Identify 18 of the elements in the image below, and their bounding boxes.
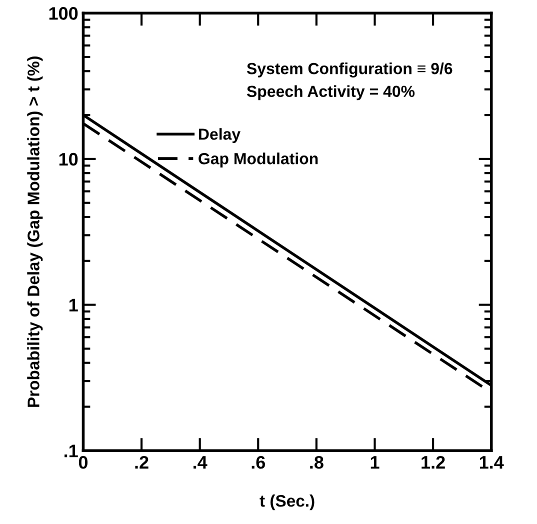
y-tick-label: 1	[69, 298, 78, 312]
y-axis-title: Probability of Delay (Gap Modulation) > t (%)	[27, 56, 43, 407]
x-tick-label: .4	[194, 456, 208, 469]
x-tick-label: 1.2	[422, 456, 445, 469]
x-axis-title: t (Sec.)	[260, 494, 314, 510]
x-tick-label: .8	[310, 456, 324, 469]
y-tick-label: 10	[59, 152, 78, 166]
x-tick-label: 0	[78, 456, 88, 469]
annotation: Speech Activity = 40%	[246, 85, 415, 100]
x-tick-label: 1	[370, 456, 380, 469]
x-tick-label: .6	[252, 456, 266, 469]
annotation: System Configuration ≡ 9/6	[246, 62, 452, 78]
legend-label: Gap Modulation	[198, 152, 318, 168]
y-tick-label: .1	[64, 444, 78, 458]
y-tick-label: 100	[49, 7, 78, 20]
legend-label: Delay	[199, 128, 240, 143]
x-tick-label: .2	[135, 456, 148, 469]
x-tick-label: 1.4	[480, 456, 504, 469]
